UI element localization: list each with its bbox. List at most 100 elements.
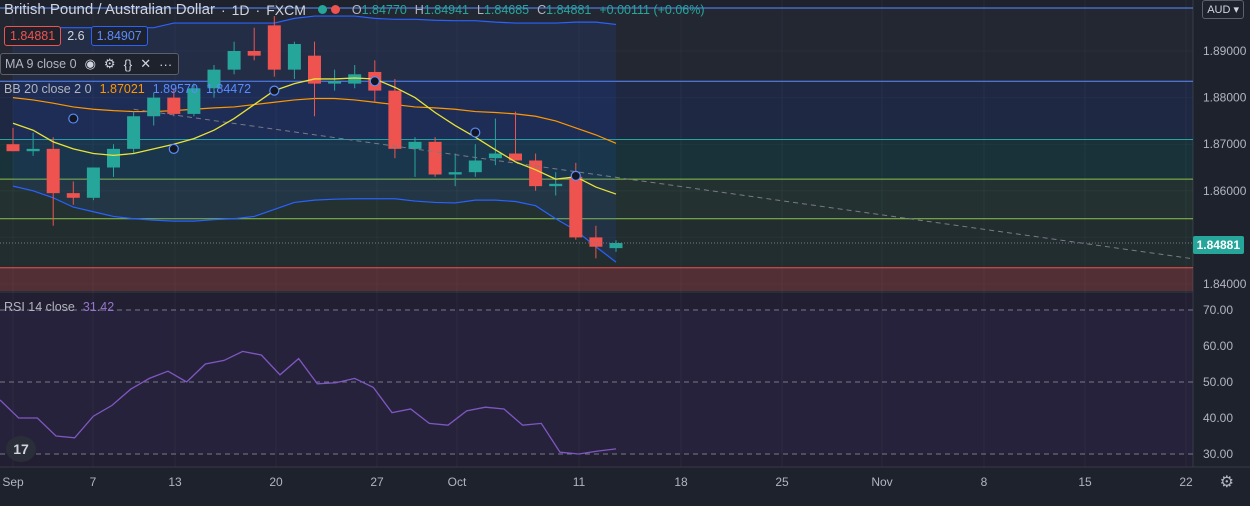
- candle-body: [247, 51, 261, 56]
- rsi-value: 31.42: [82, 300, 115, 314]
- candle: [6, 127, 20, 152]
- candle: [509, 111, 522, 161]
- rsi-label: RSI 14 close: [4, 300, 75, 314]
- settings-gear-icon[interactable]: ⚙: [1219, 474, 1234, 491]
- candle: [408, 137, 422, 177]
- price-tick-label: 1.86000: [1203, 184, 1247, 198]
- date-tick-label: 15: [1078, 475, 1092, 489]
- candle-body: [388, 90, 402, 149]
- ma-label: MA 9 close 0: [5, 57, 77, 71]
- candle-body: [6, 144, 20, 152]
- candle: [207, 64, 221, 98]
- candle: [127, 111, 141, 154]
- cross-marker: [269, 85, 280, 96]
- ohlc-readout: O1.84770 H1.84941 L1.84685 C1.84881 +0.0…: [351, 2, 705, 17]
- rsi-legend[interactable]: RSI 14 close 31.42: [4, 300, 114, 314]
- status-dots: [317, 5, 340, 14]
- tradingview-logo[interactable]: 17: [6, 436, 36, 462]
- ma-legend[interactable]: MA 9 close 0 ◉ ⚙ {} ✕ ···: [0, 53, 180, 75]
- code-icon[interactable]: {}: [123, 56, 133, 72]
- eye-icon[interactable]: ◉: [84, 56, 96, 71]
- candle: [147, 92, 161, 126]
- candle-body: [408, 141, 422, 149]
- date-tick-label: 8: [981, 475, 988, 489]
- candle-body: [66, 193, 80, 198]
- bb-legend[interactable]: BB 20 close 2 0 1.87021 1.89570 1.84472: [0, 80, 257, 98]
- candle-body: [428, 141, 442, 175]
- date-tick-label: 18: [674, 475, 688, 489]
- candle-body: [468, 160, 482, 173]
- candle: [86, 167, 100, 201]
- cross-marker: [168, 143, 179, 154]
- candle-body: [147, 97, 161, 117]
- date-tick-label: 13: [168, 475, 182, 489]
- candle: [549, 172, 563, 196]
- price-tick-label: 1.88000: [1203, 91, 1247, 105]
- date-tick-label: 22: [1179, 475, 1193, 489]
- candle-body: [488, 153, 502, 159]
- candle: [267, 16, 281, 77]
- candle-body: [107, 148, 120, 168]
- candle-body: [167, 97, 181, 114]
- candle-body: [509, 153, 522, 161]
- rsi-tick-label: 40.00: [1203, 411, 1233, 425]
- bb-fill: [13, 16, 616, 263]
- close-value: 1.84881: [546, 2, 592, 17]
- zone-band: [0, 179, 1193, 219]
- candle: [468, 144, 482, 177]
- candle-body: [529, 160, 543, 187]
- interval-label[interactable]: 1D: [231, 1, 250, 18]
- more-icon[interactable]: ···: [159, 56, 173, 72]
- alert-icon: [330, 5, 340, 14]
- candle-body: [589, 237, 603, 247]
- candle-body: [127, 116, 141, 149]
- spread-value: 2.6: [67, 29, 85, 43]
- buy-button[interactable]: 1.84907: [90, 26, 148, 46]
- date-tick-label: Sep: [2, 475, 24, 489]
- low-value: 1.84685: [483, 2, 530, 17]
- candle-body: [86, 167, 100, 198]
- candle: [609, 240, 623, 252]
- candle: [589, 225, 603, 259]
- rsi-tick-label: 30.00: [1203, 447, 1233, 461]
- candle-body: [26, 148, 40, 152]
- candle-body: [187, 88, 201, 114]
- rsi-line: [0, 350, 617, 455]
- rsi-band: [0, 310, 1193, 454]
- close-icon[interactable]: ✕: [140, 56, 152, 71]
- rsi-tick-label: 60.00: [1203, 339, 1233, 353]
- candle: [46, 137, 60, 226]
- symbol-title[interactable]: British Pound / Australian Dollar: [4, 1, 215, 18]
- candle: [167, 88, 181, 117]
- price-tick-label: 1.87000: [1203, 137, 1247, 151]
- candle-body: [569, 176, 583, 238]
- date-tick-label: 11: [573, 475, 586, 489]
- candle: [328, 69, 342, 91]
- sell-button[interactable]: 1.84881: [4, 26, 62, 46]
- rsi-tick-label: 70.00: [1203, 303, 1233, 317]
- gear-icon[interactable]: ⚙: [103, 56, 116, 71]
- candle: [107, 144, 120, 177]
- candle: [428, 137, 442, 177]
- change-value: +0.00111 (+0.06%): [599, 2, 705, 17]
- candle-body: [207, 69, 221, 89]
- trend-line: [133, 108, 1191, 259]
- source-label: FXCM: [266, 1, 306, 18]
- candle: [247, 27, 261, 61]
- chart-header: British Pound / Australian Dollar · 1D ·…: [4, 1, 705, 18]
- cross-marker: [369, 76, 380, 87]
- candle: [488, 118, 502, 166]
- candle: [66, 181, 80, 205]
- date-tick-label: Oct: [448, 475, 467, 489]
- separator-dot: ·: [220, 1, 226, 18]
- candle: [348, 64, 362, 89]
- high-value: 1.84941: [423, 2, 469, 17]
- currency-selector[interactable]: AUD ▾: [1202, 0, 1244, 19]
- candle-body: [609, 242, 623, 249]
- market-open-icon: [317, 5, 327, 14]
- trade-panel: 1.84881 2.6 1.84907: [4, 26, 148, 46]
- candle-body: [328, 81, 342, 84]
- price-tick-label: 1.89000: [1203, 44, 1247, 58]
- candle-body: [227, 51, 241, 70]
